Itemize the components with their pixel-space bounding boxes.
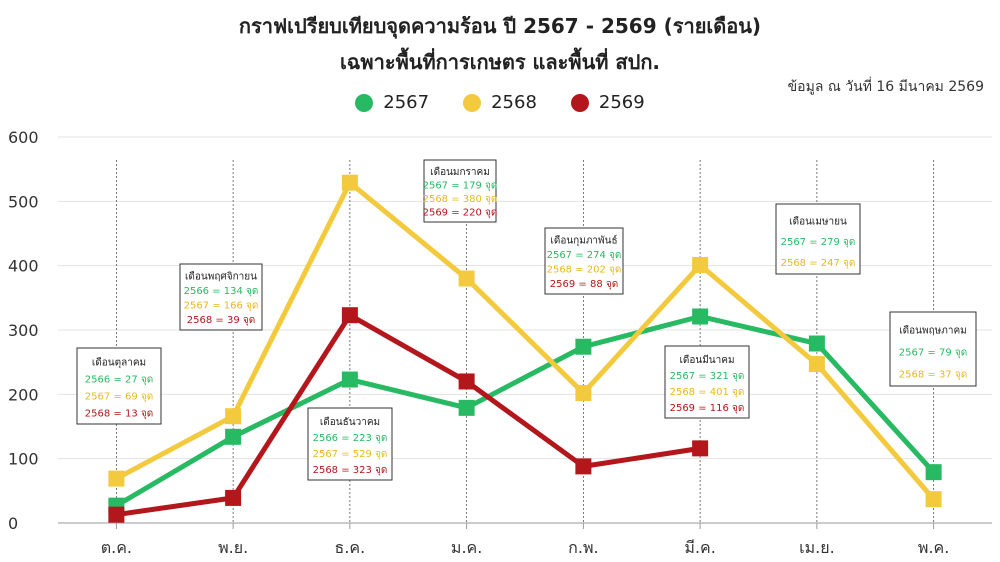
y-tick-label: 400	[8, 257, 39, 276]
data-point-2568	[341, 174, 358, 191]
data-point-2569	[108, 506, 125, 523]
annotation-line: 2567 = 274 จุด	[547, 250, 622, 261]
legend-marker-2569	[570, 93, 589, 112]
x-tick-label: ก.พ.	[568, 538, 598, 557]
data-point-2568	[692, 257, 709, 274]
annotation-line: 2569 = 220 จุด	[423, 207, 498, 218]
annotation-box	[423, 159, 497, 223]
y-tick-label: 500	[8, 192, 39, 211]
annotation-title: เดือนพฤษภาคม	[899, 325, 966, 337]
data-point-2569	[225, 489, 242, 506]
data-point-2567	[692, 308, 709, 325]
legend-item-2567: 2567	[355, 92, 429, 113]
annotation-line: 2568 = 39 จุด	[187, 315, 255, 326]
y-tick-label: 300	[8, 321, 39, 340]
annotation-line: 2568 = 380 จุด	[423, 194, 498, 205]
annotation-line: 2566 = 223 จุด	[313, 433, 388, 444]
annotation-box	[889, 311, 977, 387]
annotation-box	[307, 407, 393, 481]
annotation-line: 2569 = 88 จุด	[550, 279, 618, 290]
data-point-2568	[108, 470, 125, 487]
annotation-title: เดือนมีนาคม	[679, 354, 734, 366]
legend: 2567 2568 2569	[0, 92, 1000, 113]
data-point-2568	[225, 408, 242, 425]
legend-marker-2568	[463, 93, 482, 112]
data-point-2569	[341, 307, 358, 324]
annotation-line: 2568 = 247 จุด	[781, 258, 856, 269]
annotation-line: 2567 = 166 จุด	[184, 301, 259, 312]
data-point-2569	[458, 373, 475, 390]
data-point-2569	[692, 440, 709, 457]
data-point-2567	[341, 371, 358, 388]
legend-label-2569: 2569	[598, 92, 645, 113]
data-point-2568	[458, 270, 475, 287]
annotation-line: 2566 = 134 จุด	[184, 286, 259, 297]
x-tick-label: เม.ย.	[799, 538, 835, 557]
annotation-line: 2568 = 202 จุด	[547, 265, 622, 276]
data-point-2568	[575, 385, 592, 402]
annotation-line: 2567 = 529 จุด	[313, 449, 388, 460]
annotation-box	[664, 345, 750, 419]
y-tick-label: 600	[8, 128, 39, 147]
data-point-2569	[575, 458, 592, 475]
annotation-line: 2567 = 279 จุด	[781, 237, 856, 248]
data-date-note: ข้อมูล ณ วันที่ 16 มีนาคม 2569	[787, 79, 984, 95]
annotation-box	[775, 203, 861, 275]
data-point-2567	[808, 335, 825, 352]
annotation-line: 2568 = 323 จุด	[313, 465, 388, 476]
series-line-2568	[115, 180, 936, 501]
x-tick-label: มี.ค.	[684, 538, 715, 557]
x-tick-label: ต.ค.	[101, 538, 132, 557]
annotation-line: 2567 = 179 จุด	[423, 180, 498, 191]
data-point-2568	[808, 356, 825, 373]
data-point-2568	[925, 491, 942, 508]
annotation-title: เดือนพฤศจิกายน	[185, 271, 257, 283]
annotation-title: เดือนมกราคม	[430, 166, 490, 178]
annotation-line: 2567 = 79 จุด	[899, 348, 967, 359]
x-tick-label: ธ.ค.	[335, 538, 366, 557]
chart-title: กราฟเปรียบเทียบจุดความร้อน ปี 2567 - 256…	[238, 14, 762, 38]
data-point-2567	[575, 338, 592, 355]
annotation-title: เดือนตุลาคม	[92, 357, 146, 369]
series-line-2567	[115, 313, 936, 508]
legend-item-2569: 2569	[570, 92, 645, 113]
legend-marker-2567	[355, 93, 374, 112]
data-point-2567	[458, 399, 475, 416]
annotation-line: 2568 = 13 จุด	[85, 409, 153, 420]
annotation-title: เดือนธันวาคม	[320, 416, 380, 428]
legend-label-2567: 2567	[383, 92, 430, 113]
y-tick-label: 200	[8, 385, 39, 404]
legend-item-2568: 2568	[463, 92, 537, 113]
series-line-2569	[116, 312, 701, 518]
annotation-line: 2567 = 321 จุด	[670, 371, 745, 382]
annotation-box	[544, 227, 624, 295]
annotation-line: 2566 = 27 จุด	[85, 375, 153, 386]
annotation-line: 2569 = 116 จุด	[670, 403, 745, 414]
annotation-title: เดือนเมษายน	[789, 216, 847, 228]
annotation-line: 2568 = 401 จุด	[670, 387, 745, 398]
y-tick-label: 100	[8, 450, 39, 469]
x-tick-label: ม.ค.	[451, 538, 482, 557]
annotation-line: 2567 = 69 จุด	[85, 392, 153, 403]
x-tick-label: พ.ค.	[918, 538, 949, 557]
data-point-2567	[225, 428, 242, 445]
annotation-box	[179, 263, 263, 331]
annotation-line: 2568 = 37 จุด	[899, 370, 967, 381]
y-tick-label: 0	[8, 514, 18, 533]
x-tick-label: พ.ย.	[218, 538, 248, 557]
chart-subtitle: เฉพาะพื้นที่การเกษตร และพื้นที่ สปก.	[339, 50, 661, 74]
legend-label-2568: 2568	[491, 92, 537, 113]
annotation-title: เดือนกุมภาพันธ์	[550, 235, 617, 247]
data-point-2567	[925, 464, 942, 481]
annotation-box	[76, 347, 162, 425]
